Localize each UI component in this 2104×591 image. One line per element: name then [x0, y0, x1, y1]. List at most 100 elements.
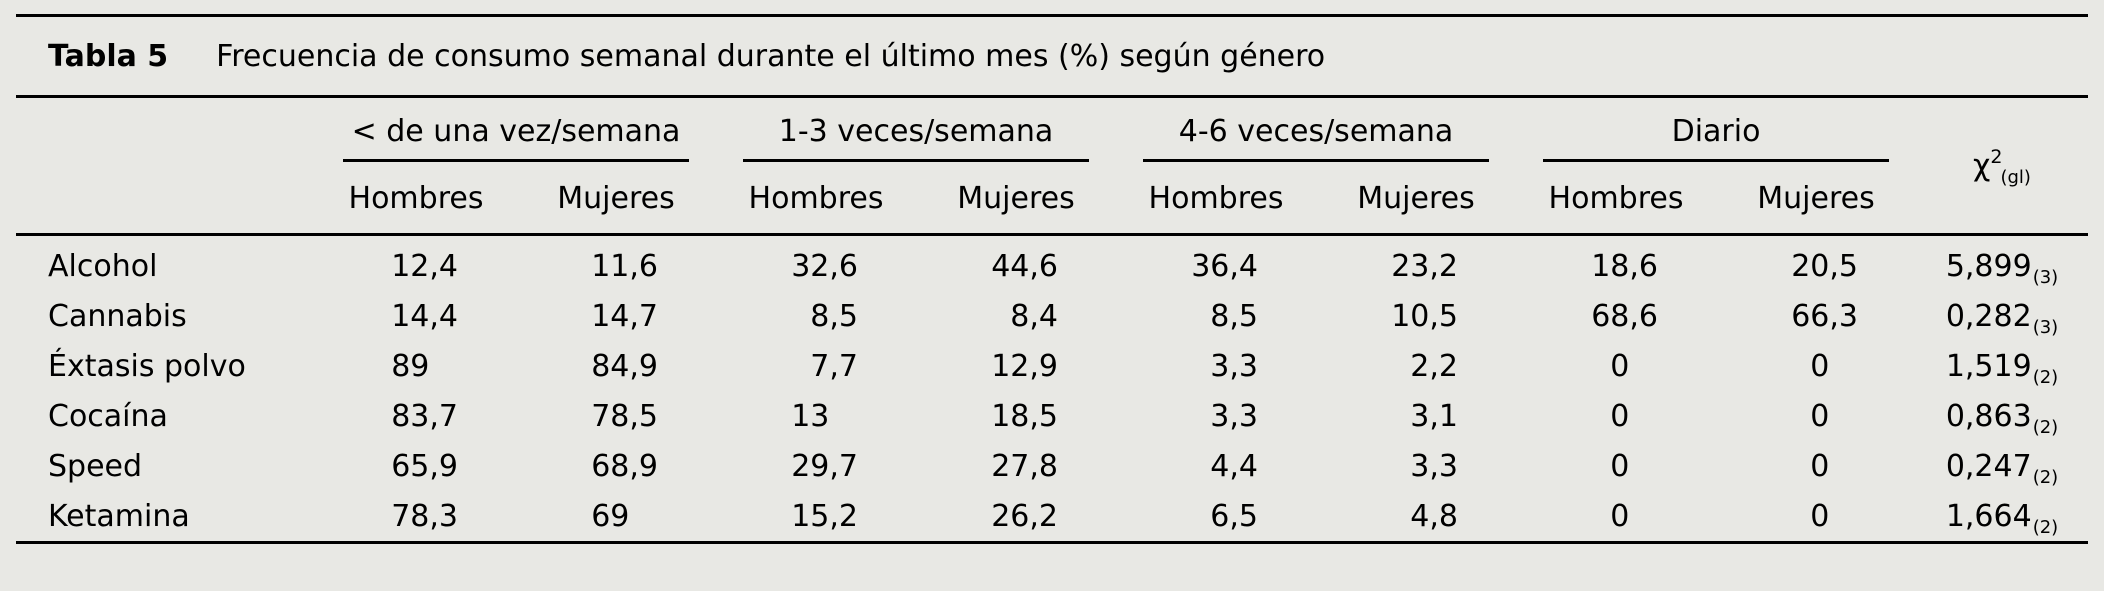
percentage-cell: 65,9 — [391, 449, 458, 484]
percentage-cell: 0,0 — [1610, 349, 1630, 384]
percentage-cell: 13,0 — [791, 399, 830, 434]
percentage-cell: 36,4 — [1191, 249, 1259, 284]
percentage-cell: 8,4 — [1010, 299, 1059, 334]
percentage-cell: 4,4 — [1210, 449, 1259, 484]
chi-square-cell: 5,899(3) — [1945, 249, 2059, 288]
gender-header: Hombres — [316, 163, 516, 236]
gender-header: Hombres — [1516, 163, 1717, 236]
chi-square-cell: 1,519(2) — [1945, 349, 2059, 388]
percentage-cell: 23,2 — [1391, 249, 1459, 284]
table-title: Frecuencia de consumo semanal durante el… — [216, 39, 1326, 74]
percentage-cell: 6,5 — [1210, 499, 1259, 534]
frequency-group-label: 4-6 veces/semana — [1143, 114, 1490, 162]
percentage-cell: 0,0 — [1810, 499, 1830, 534]
chi-superscript: 2 — [1990, 145, 2003, 168]
chi-square-symbol: χ2(gl) — [1973, 145, 2031, 188]
percentage-cell: 0,0 — [1610, 499, 1630, 534]
percentage-cell: 14,7 — [591, 299, 659, 334]
table-row: Speed 65,9 68,9 29,7 27,8 4,4 3,3 0,0 0,0 0,247(2… — [16, 441, 2088, 491]
frequency-group-header: Diario — [1516, 97, 1916, 164]
substance-label: Alcohol — [48, 249, 158, 284]
chi-square-cell: 1,664(2) — [1945, 499, 2059, 538]
chi-square-cell: 0,282(3) — [1945, 299, 2059, 338]
frequency-group-header: < de una vez/semana — [316, 97, 716, 164]
percentage-cell: 44,6 — [991, 249, 1059, 284]
gender-header: Mujeres — [1716, 163, 1917, 236]
percentage-cell: 3,3 — [1210, 399, 1259, 434]
degrees-of-freedom-subscript: (3) — [2032, 267, 2059, 288]
percentage-cell: 84,9 — [591, 349, 659, 384]
corner-cell — [16, 96, 316, 236]
percentage-cell: 14,4 — [391, 299, 458, 334]
top-rule — [16, 14, 2088, 17]
substance-label: Speed — [48, 449, 143, 484]
percentage-cell: 78,5 — [591, 399, 659, 434]
percentage-cell: 3,3 — [1410, 449, 1459, 484]
chi-subscript: (gl) — [2000, 166, 2031, 188]
gender-header: Mujeres — [516, 163, 717, 236]
percentage-cell: 78,3 — [391, 499, 458, 534]
table-row: Alcohol 12,4 11,6 32,6 44,6 36,4 23,2 18,6 20,5 5… — [16, 235, 2088, 292]
chi-square-cell: 0,863(2) — [1945, 399, 2059, 438]
gender-header: Mujeres — [1316, 163, 1517, 236]
percentage-cell: 18,6 — [1591, 249, 1659, 284]
degrees-of-freedom-subscript: (2) — [2032, 417, 2059, 438]
frequency-group-header: 1-3 veces/semana — [716, 97, 1116, 164]
frequency-group-label: < de una vez/semana — [343, 114, 690, 162]
percentage-cell: 15,2 — [791, 499, 859, 534]
gender-header: Hombres — [716, 163, 917, 236]
percentage-cell: 0,0 — [1810, 449, 1830, 484]
percentage-cell: 89,0 — [391, 349, 430, 384]
gender-header: Hombres — [1116, 163, 1317, 236]
gender-header: Mujeres — [916, 163, 1117, 236]
table-row: Éxtasis polvo 89,0 84,9 7,7 12,9 3,3 2,2 0,0 0,0… — [16, 341, 2088, 391]
substance-label: Cannabis — [48, 299, 187, 334]
table-body: Alcohol 12,4 11,6 32,6 44,6 36,4 23,2 18,6 20,5 5… — [16, 235, 2088, 543]
degrees-of-freedom-subscript: (3) — [2032, 317, 2059, 338]
percentage-cell: 0,0 — [1810, 349, 1830, 384]
group-header-row: < de una vez/semana 1-3 veces/semana 4-6 v… — [16, 96, 2088, 236]
percentage-cell: 12,4 — [391, 249, 458, 284]
frequency-group-label: Diario — [1543, 114, 1890, 162]
percentage-cell: 0,0 — [1610, 399, 1630, 434]
percentage-cell: 26,2 — [991, 499, 1059, 534]
chi-square-cell: 0,247(2) — [1945, 449, 2059, 488]
frequency-group-label: 1-3 veces/semana — [743, 114, 1090, 162]
table-row: Ketamina 78,3 69,0 15,2 26,2 6,5 4,8 0,0 0,0 1,66… — [16, 491, 2088, 543]
percentage-cell: 8,5 — [810, 299, 859, 334]
percentage-cell: 68,6 — [1591, 299, 1659, 334]
table-caption: Tabla 5 Frecuencia de consumo semanal dur… — [16, 17, 2088, 95]
frequency-group-header: 4-6 veces/semana — [1116, 97, 1516, 164]
percentage-cell: 11,6 — [591, 249, 659, 284]
percentage-cell: 27,8 — [991, 449, 1059, 484]
percentage-cell: 68,9 — [591, 449, 659, 484]
percentage-cell: 32,6 — [791, 249, 859, 284]
table-row: Cocaína 83,7 78,5 13,0 18,5 3,3 3,1 0,0 0,0 0,863… — [16, 391, 2088, 441]
substance-label: Éxtasis polvo — [48, 349, 246, 384]
percentage-cell: 3,3 — [1210, 349, 1259, 384]
percentage-cell: 83,7 — [391, 399, 458, 434]
percentage-cell: 10,5 — [1391, 299, 1459, 334]
degrees-of-freedom-subscript: (2) — [2032, 467, 2059, 488]
percentage-cell: 2,2 — [1410, 349, 1459, 384]
substance-label: Cocaína — [48, 399, 168, 434]
degrees-of-freedom-subscript: (2) — [2032, 517, 2059, 538]
percentage-cell: 29,7 — [791, 449, 859, 484]
percentage-cell: 12,9 — [991, 349, 1059, 384]
percentage-cell: 8,5 — [1210, 299, 1259, 334]
percentage-cell: 69,0 — [591, 499, 630, 534]
percentage-cell: 20,5 — [1791, 249, 1859, 284]
table-label: Tabla 5 — [48, 39, 169, 74]
chi-square-header: χ2(gl) — [1916, 96, 2088, 236]
percentage-cell: 0,0 — [1610, 449, 1630, 484]
percentage-cell: 18,5 — [991, 399, 1059, 434]
table-row: Cannabis 14,4 14,7 8,5 8,4 8,5 10,5 68,6 66,3 0,2… — [16, 291, 2088, 341]
gender-header-row: Hombres Mujeres Hombres Mujeres Hombres Mujer… — [16, 163, 2088, 236]
percentage-cell: 3,1 — [1410, 399, 1459, 434]
data-table: < de una vez/semana 1-3 veces/semana 4-6 v… — [16, 95, 2088, 544]
percentage-cell: 7,7 — [810, 349, 859, 384]
percentage-cell: 4,8 — [1410, 499, 1459, 534]
substance-label: Ketamina — [48, 499, 190, 534]
percentage-cell: 0,0 — [1810, 399, 1830, 434]
